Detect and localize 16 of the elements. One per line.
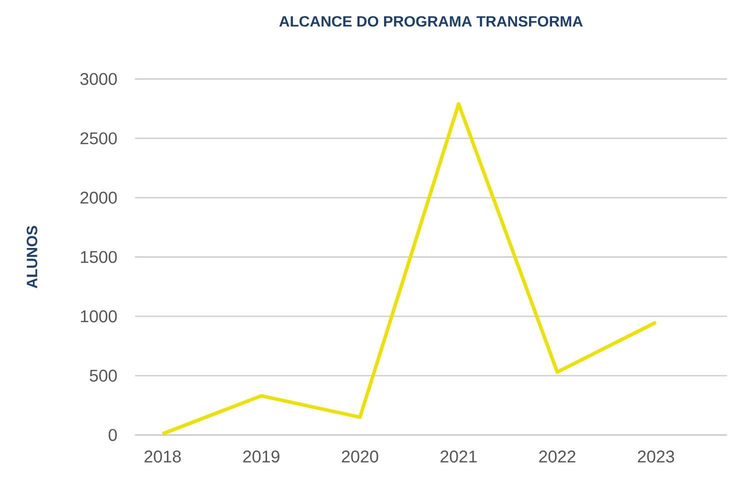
chart-title: ALCANCE DO PROGRAMA TRANSFORMA	[279, 16, 583, 27]
line-series	[160, 102, 658, 436]
x-tick-label: 2022	[539, 450, 576, 463]
y-axis-title: ALUNOS	[26, 226, 38, 288]
x-tick-label: 2020	[342, 450, 378, 463]
x-tick-label: 2019	[243, 450, 280, 463]
y-tick-label: 2000	[80, 192, 117, 204]
y-tick-label: 3000	[80, 72, 117, 86]
y-tick-label: 1000	[80, 310, 117, 322]
y-tick-label: 2500	[80, 132, 117, 144]
y-tick-label: 500	[90, 370, 117, 382]
y-tick-label: 0	[108, 428, 117, 442]
x-tick-label: 2021	[440, 450, 477, 463]
x-tick-label: 2018	[144, 450, 181, 463]
x-tick-label: 2023	[638, 450, 674, 463]
y-tick-label: 1500	[80, 250, 117, 264]
